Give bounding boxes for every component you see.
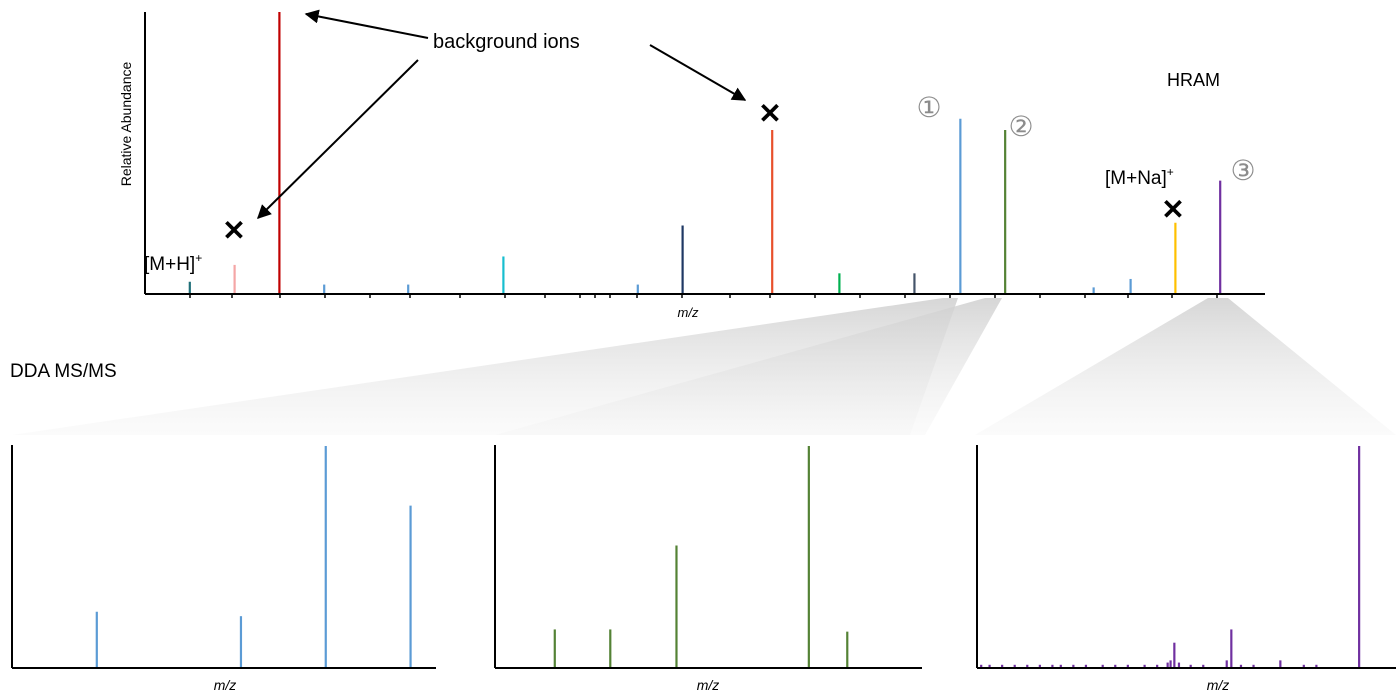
hram-y-axis-label: Relative Abundance — [118, 62, 134, 187]
msms-3-x-axis-label: m/z — [1207, 677, 1230, 693]
adduct-sup-mna: + — [1167, 165, 1174, 179]
hram-mode-label: HRAM — [1167, 70, 1220, 90]
exclude-mark-mh: ✕ — [222, 215, 245, 246]
precursor-3-marker: ③ — [1230, 155, 1255, 186]
hram-x-ticks — [189, 294, 1218, 298]
msms-1-peaks — [95, 446, 412, 667]
funnel-precursor-3 — [975, 298, 1396, 435]
zoom-funnels — [12, 298, 1396, 435]
exclude-mark-orange: ✕ — [758, 98, 781, 129]
msms-2-peaks — [553, 446, 849, 667]
hram-spectrum: Relative Abundance m/z HRAM background i… — [118, 9, 1265, 320]
msms-3-peaks — [980, 446, 1361, 667]
msms-panel-3: m/z — [976, 445, 1396, 693]
funnel-precursor-2 — [495, 298, 1002, 435]
msms-panel-2: m/z — [494, 445, 922, 693]
adduct-label-mna: [M+Na]+ — [1105, 165, 1174, 189]
adduct-sup-mh: + — [195, 251, 202, 265]
dda-msms-label: DDA MS/MS — [10, 361, 117, 382]
callout-arrow-mh-peak — [257, 59, 419, 219]
background-ions-callout: background ions — [433, 31, 580, 53]
exclude-mark-mna: ✕ — [1161, 194, 1184, 225]
precursor-2-marker: ② — [1008, 111, 1033, 142]
callout-arrow-red-peak — [304, 9, 429, 39]
callout-arrow-orange-peak — [649, 44, 747, 101]
adduct-label-mh: [M+H]+ — [144, 251, 202, 275]
precursor-1-marker: ① — [916, 92, 941, 123]
msms-panel-1: m/z — [11, 445, 436, 693]
msms-1-x-axis-label: m/z — [214, 677, 237, 693]
msms-2-x-axis-label: m/z — [697, 677, 720, 693]
hram-x-axis-label: m/z — [678, 305, 699, 320]
hram-peaks — [188, 12, 1222, 293]
